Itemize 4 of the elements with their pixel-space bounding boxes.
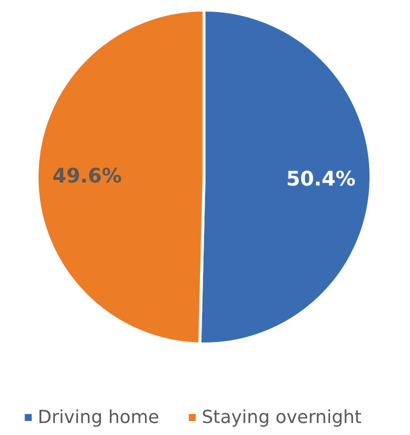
data-label: 49.6% (52, 164, 122, 188)
legend-label: Staying overnight (202, 407, 362, 428)
data-label: 50.4% (286, 166, 356, 190)
legend-label: Driving home (38, 407, 160, 428)
